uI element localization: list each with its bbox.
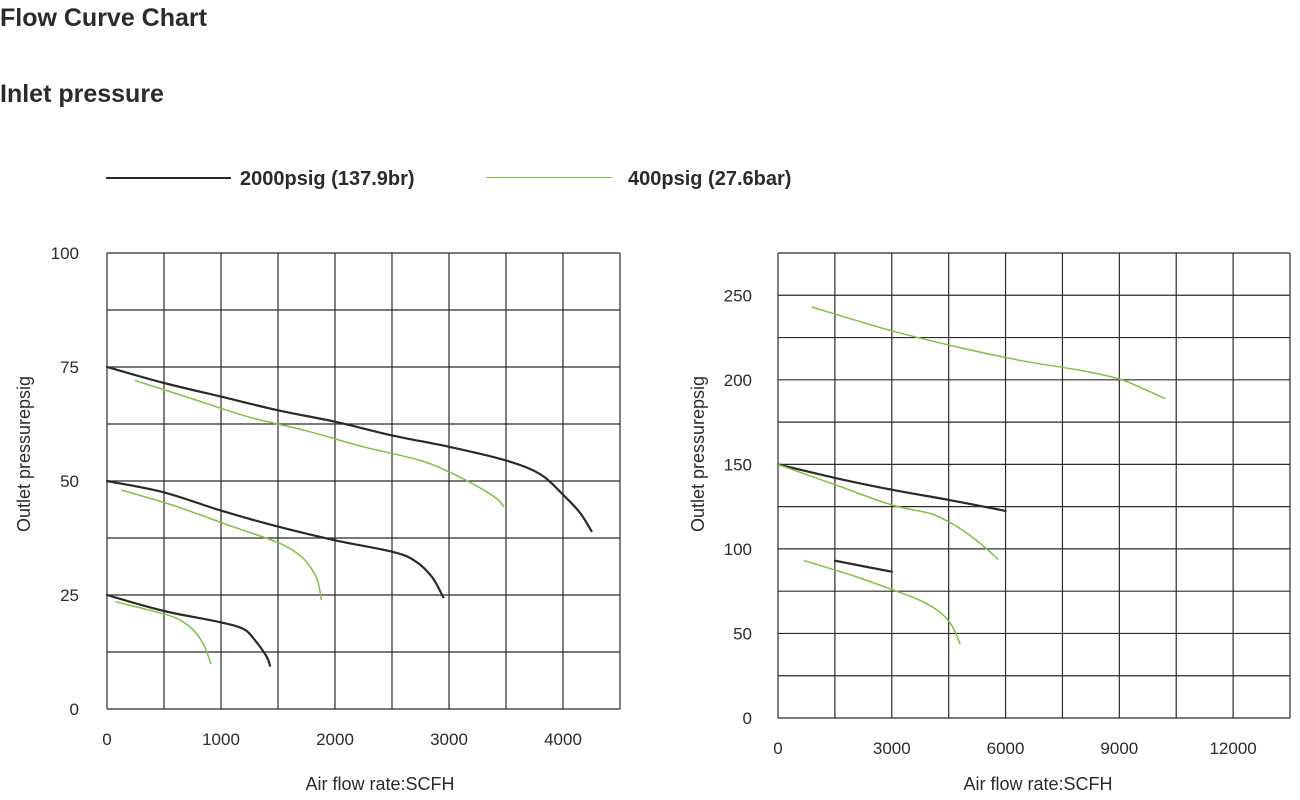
x-tick-label: 3000 [873,739,911,758]
chart-2: 0 50 100 150 200 250 0 3000 6000 9000 12000 Air flo… [688,252,1291,794]
legend-label-400psig: 400psig (27.6bar) [628,168,792,190]
series-line-2000psig [833,559,893,573]
y-tick-label: 25 [60,586,79,605]
y-tick-label: 250 [724,286,752,305]
x-axis-label: Air flow rate:SCFH [305,774,454,794]
legend-line-2000psig [106,177,231,179]
page-title: Flow Curve Chart [0,4,207,32]
x-tick-label: 3000 [430,730,468,749]
series-line-2000psig [105,593,272,667]
y-tick-label: 100 [51,244,79,263]
series-line-400psig [803,559,961,645]
y-tick-label: 200 [724,371,752,390]
y-tick-label: 0 [70,700,79,719]
x-tick-label: 1000 [202,730,240,749]
series-line-400psig [811,306,1166,400]
series-line-2000psig [776,463,1007,512]
y-tick-label: 75 [60,358,79,377]
x-tick-label: 2000 [316,730,354,749]
series-line-400psig [115,601,212,665]
y-tick-label: 50 [733,624,752,643]
x-tick-label: 12000 [1209,739,1256,758]
x-tick-label: 0 [102,730,111,749]
page-subtitle: Inlet pressure [0,80,164,108]
y-axis-label: Outlet pressurepsig [14,376,34,532]
series-line-2000psig [105,365,593,533]
y-tick-label: 0 [743,709,752,728]
x-tick-label: 4000 [544,730,582,749]
y-axis-label: Outlet pressurepsig [688,376,708,532]
series-line-400psig [121,489,323,601]
series-line-400psig [134,379,505,507]
y-tick-label: 50 [60,472,79,491]
x-tick-label: 0 [773,739,782,758]
x-tick-label: 9000 [1100,739,1138,758]
x-axis-label: Air flow rate:SCFH [963,774,1112,794]
y-tick-label: 150 [724,455,752,474]
legend-label-2000psig: 2000psig (137.9br) [240,168,415,190]
legend-line-400psig [486,177,612,178]
y-tick-label: 100 [724,540,752,559]
x-tick-label: 6000 [987,739,1025,758]
series-line-2000psig [105,479,445,599]
series-line-400psig [777,463,999,560]
